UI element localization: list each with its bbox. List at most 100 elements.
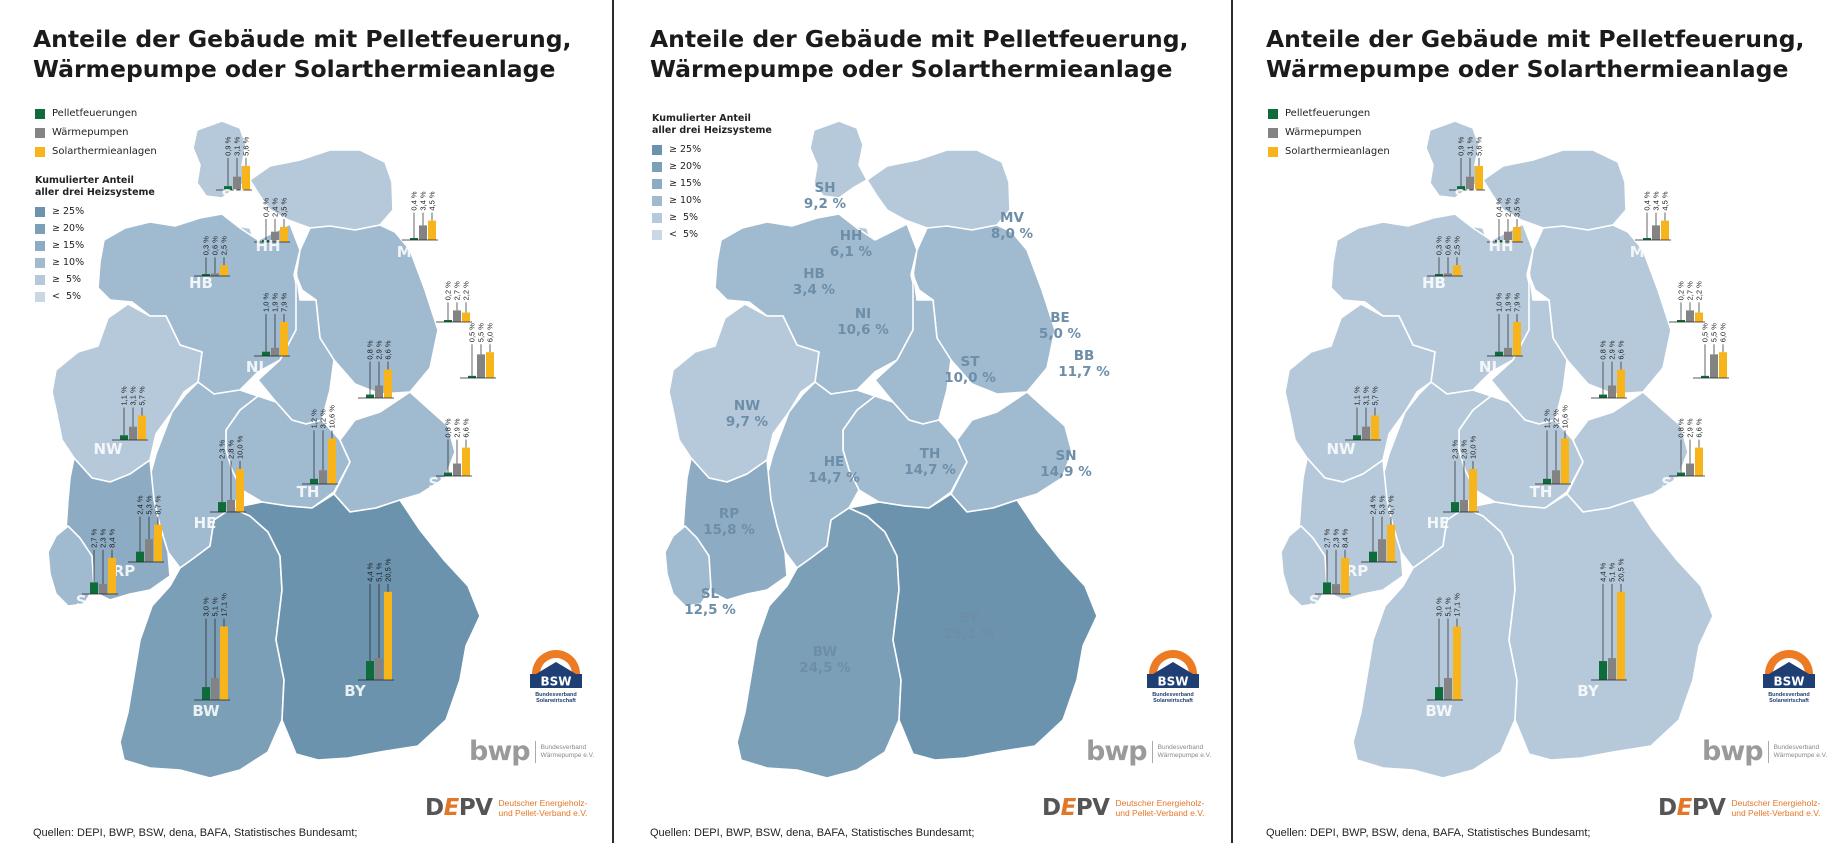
legend-label: ≥ 5% — [669, 212, 699, 223]
heatpump-value-label: 3,2 % — [319, 409, 328, 429]
heatpump-bar — [1686, 463, 1694, 476]
state-code-label: NI — [246, 358, 264, 376]
legend-label: ≥ 15% — [52, 240, 85, 251]
legend-class-item: ≥ 15% — [35, 237, 157, 254]
legend-class-item: < 5% — [652, 226, 772, 243]
bwp-logo: bwp Bundesverband Wärmepumpe e.V. — [1702, 736, 1827, 767]
state-code-label: ST — [1579, 400, 1601, 418]
state-sh — [809, 120, 868, 199]
pellet-bar — [1495, 240, 1503, 242]
state-code-label: RP — [1346, 562, 1369, 580]
solar-value-label: 10,0 % — [1469, 435, 1478, 459]
solar-bar — [384, 591, 392, 680]
legend-item: Wärmepumpen — [35, 123, 157, 142]
heatpump-bar — [1552, 470, 1560, 484]
legend-label: ≥ 15% — [669, 178, 702, 189]
solar-value-label: 6,0 % — [486, 323, 495, 343]
state-code-label: ST — [961, 354, 981, 370]
heatpump-value-label: 2,7 % — [453, 281, 462, 301]
heatpump-value-label: 5,3 % — [1378, 495, 1387, 515]
state-total-hb: HB3,4 % — [793, 266, 836, 298]
pellet-bar — [202, 687, 210, 700]
state-nw — [51, 303, 203, 483]
state-sl — [47, 525, 95, 607]
state-total-value: 10,0 % — [944, 370, 996, 386]
state-code-label: SH — [221, 186, 244, 204]
solar-bar — [220, 626, 228, 700]
pellet-bar — [310, 478, 318, 484]
legend-item: Pelletfeuerungen — [35, 104, 157, 123]
solar-value-label: 3,5 % — [280, 197, 289, 217]
solar-value-label: 6,6 % — [1617, 340, 1626, 360]
solar-bar — [1513, 226, 1521, 242]
solar-bar — [1453, 265, 1461, 276]
state-code-label: MV — [1000, 210, 1024, 226]
state-bars-by: 4,4 % 5,1 % 20,5 % BY — [1577, 558, 1627, 700]
state-code-label: HE — [824, 454, 845, 470]
state-total-sh: SH9,2 % — [804, 180, 847, 212]
state-code-label: BB — [1704, 382, 1727, 400]
solar-value-label: 6,6 % — [1695, 418, 1704, 438]
state-bars-bw: 3,0 % 5,1 % 17,1 % BW — [192, 593, 230, 720]
state-code-label: NI — [855, 306, 871, 322]
state-code-label: ST — [346, 400, 368, 418]
heatpump-value-label: 2,9 % — [375, 340, 384, 360]
pellet-bar — [410, 238, 418, 240]
source-note: Quellen: DEPI, BWP, BSW, dena, BAFA, Sta… — [33, 827, 358, 839]
heatpump-value-label: 3,1 % — [129, 386, 138, 406]
state-total-value: 11,7 % — [1058, 364, 1110, 380]
pellet-bar — [262, 351, 270, 356]
legend-swatch — [1268, 146, 1278, 157]
state-code-label: HB — [1422, 274, 1446, 292]
state-bars-st: 0,8 % 2,9 % 6,6 % ST — [1579, 340, 1627, 418]
state-code-label: BY — [959, 610, 979, 626]
solar-value-label: 20,5 % — [384, 558, 393, 582]
legend-label: ≥ 25% — [52, 206, 85, 217]
legend-swatch — [1268, 127, 1278, 138]
state-bars-hh: 0,4 % 2,4 % 3,5 % HH — [1487, 197, 1523, 255]
panel-map-bars: Anteile der Gebäude mit Pelletfeuerung, … — [1233, 0, 1844, 843]
pellet-value-label: 3,0 % — [202, 597, 211, 617]
state-code-label: RP — [113, 562, 136, 580]
state-code-label: NW — [93, 440, 123, 458]
legend-class-item: ≥ 25% — [652, 141, 772, 158]
heatpump-value-label: 5,1 % — [211, 597, 220, 617]
pellet-value-label: 0,5 % — [1701, 323, 1710, 343]
solar-bar — [1475, 165, 1483, 190]
pellet-bar — [90, 582, 98, 594]
heatpump-value-label: 2,7 % — [1686, 281, 1695, 301]
legend-label: < 5% — [669, 229, 699, 240]
state-code-label: NI — [1479, 358, 1497, 376]
legend-swatch — [652, 212, 662, 223]
state-nw — [1284, 303, 1436, 483]
panel-map-cumulative: Anteile der Gebäude mit Pelletfeuerung, … — [617, 0, 1228, 843]
heatpump-bar — [1378, 539, 1386, 562]
pellet-bar — [1643, 238, 1651, 240]
heatpump-value-label: 2,9 % — [1608, 340, 1617, 360]
bsw-logo-icon: BSW — [1763, 650, 1815, 689]
solar-value-label: 8,4 % — [1341, 528, 1350, 548]
pellet-bar — [366, 661, 374, 680]
panel-divider — [1231, 0, 1233, 843]
state-bars-bb: 0,5 % 5,5 % 6,0 % BB — [1693, 323, 1729, 400]
solar-bar — [1695, 312, 1703, 322]
heatpump-bar — [375, 658, 383, 680]
solar-value-label: 4,5 % — [1661, 191, 1670, 211]
heatpump-bar — [233, 176, 241, 190]
state-bars-bb: 0,5 % 5,5 % 6,0 % BB — [460, 323, 496, 400]
heatpump-bar — [227, 499, 235, 512]
solar-value-label: 2,5 % — [1453, 236, 1462, 256]
germany-map: 0,9 % 3,1 % 5,6 %SH0,4 % 2,4 % 3,5 %HH0,4 % 3… — [1280, 120, 1729, 779]
state-bars-sl: 2,7 % 2,3 % 8,4 % SL — [76, 528, 118, 610]
solar-bar — [384, 369, 392, 398]
heatpump-value-label: 1,9 % — [1504, 293, 1513, 313]
state-code-label: SH — [1454, 186, 1477, 204]
bsw-word: BSW — [540, 675, 571, 689]
pellet-bar — [1599, 394, 1607, 398]
bsw-logo-icon: BSW — [1147, 650, 1199, 689]
